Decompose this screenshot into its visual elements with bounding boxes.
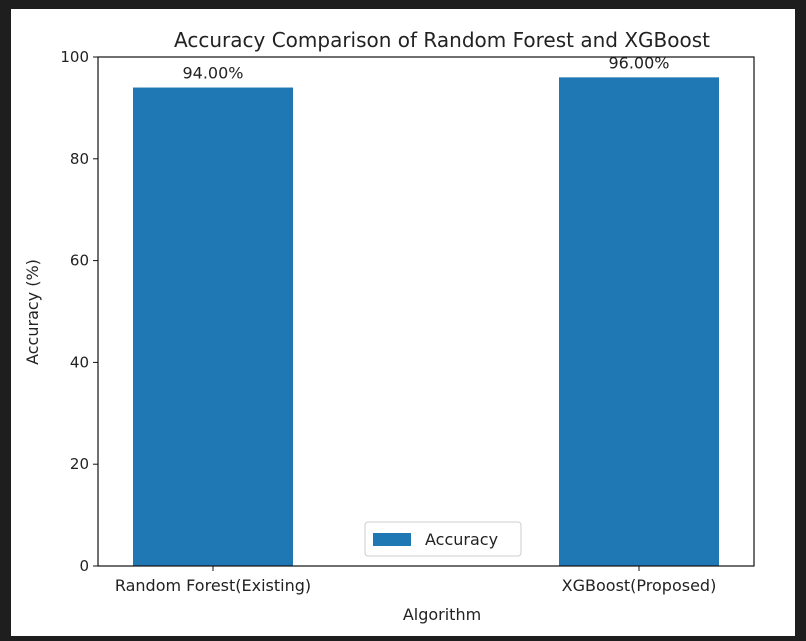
legend: Accuracy [364, 521, 522, 557]
legend-label: Accuracy [425, 530, 498, 549]
y-tick-label-60: 60 [70, 252, 89, 270]
y-tick-label-40: 40 [70, 353, 89, 371]
bars-layer [133, 77, 719, 567]
bar-2 [559, 77, 719, 567]
x-tick-label-2: XGBoost(Proposed) [562, 576, 717, 595]
y-axis-label: Accuracy (%) [23, 259, 42, 365]
data-labels-layer: 94.00% 96.00% [182, 53, 669, 82]
x-tick-label-1: Random Forest(Existing) [115, 576, 311, 595]
legend-swatch [373, 533, 411, 546]
x-axis: Random Forest(Existing) XGBoost(Proposed) [115, 566, 716, 595]
legend-box [364, 521, 522, 557]
bar-chart: Accuracy Comparison of Random Forest and… [23, 28, 755, 624]
y-axis: 0 20 40 60 80 100 [60, 48, 98, 575]
chart-title: Accuracy Comparison of Random Forest and… [174, 28, 710, 52]
y-tick-label-20: 20 [70, 455, 89, 473]
y-tick-label-100: 100 [60, 48, 89, 66]
y-tick-label-0: 0 [79, 557, 89, 575]
plot-area-frame [97, 56, 755, 567]
bar-1 [133, 87, 293, 566]
figure-canvas: Accuracy Comparison of Random Forest and… [11, 9, 795, 636]
data-label-1: 94.00% [182, 64, 243, 83]
x-axis-label: Algorithm [403, 605, 481, 624]
y-tick-label-80: 80 [70, 150, 89, 168]
data-label-2: 96.00% [608, 53, 669, 72]
